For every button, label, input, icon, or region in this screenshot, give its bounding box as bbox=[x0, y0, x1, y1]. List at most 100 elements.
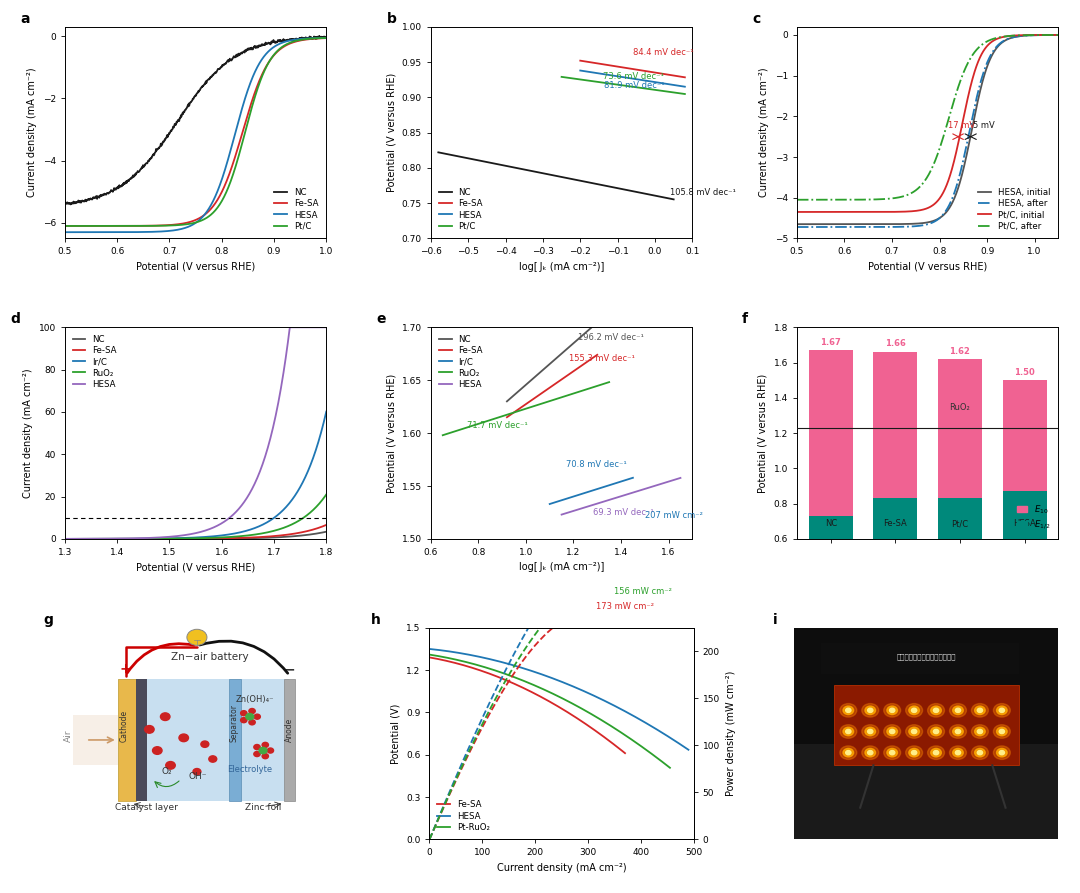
Text: b: b bbox=[387, 12, 396, 26]
Circle shape bbox=[949, 725, 967, 739]
HESA, initial bbox=[966, 126, 978, 137]
Fe-SA bbox=[213, 192, 226, 203]
Text: c: c bbox=[753, 12, 760, 26]
Text: 73.6 mV dec⁻¹: 73.6 mV dec⁻¹ bbox=[603, 72, 663, 81]
Circle shape bbox=[259, 747, 267, 754]
Circle shape bbox=[906, 704, 922, 717]
Circle shape bbox=[933, 708, 939, 713]
HESA bbox=[233, 113, 246, 123]
Circle shape bbox=[928, 746, 945, 759]
Fe-SA bbox=[320, 33, 333, 44]
Pt-RuO₂ bbox=[660, 760, 673, 771]
Text: Anode: Anode bbox=[285, 718, 294, 742]
Circle shape bbox=[843, 748, 853, 757]
Circle shape bbox=[953, 706, 963, 714]
HESA bbox=[255, 462, 268, 472]
HESA bbox=[177, 530, 190, 540]
Circle shape bbox=[187, 630, 207, 646]
Text: Zn(OH)₄⁻: Zn(OH)₄⁻ bbox=[235, 695, 274, 704]
Fe-SA bbox=[320, 520, 333, 530]
HESA bbox=[255, 54, 268, 65]
NC bbox=[105, 533, 118, 544]
Circle shape bbox=[890, 730, 895, 734]
Line: NC: NC bbox=[65, 36, 326, 204]
Circle shape bbox=[867, 708, 873, 713]
Fe-SA bbox=[233, 532, 246, 543]
Bar bbox=[229, 679, 241, 801]
Circle shape bbox=[840, 725, 856, 739]
Pt/C, initial bbox=[945, 167, 958, 178]
Pt/C, after bbox=[1052, 29, 1065, 40]
Circle shape bbox=[208, 755, 217, 763]
HESA bbox=[233, 503, 246, 513]
Fe-SA bbox=[539, 694, 552, 705]
RuO₂ bbox=[213, 532, 226, 543]
Fe-SA bbox=[58, 221, 71, 231]
Circle shape bbox=[933, 750, 939, 755]
Bar bbox=[874, 352, 917, 498]
Legend: HESA, initial, HESA, after, Pt/C, initial, Pt/C, after: HESA, initial, HESA, after, Pt/C, initia… bbox=[975, 185, 1054, 234]
NC bbox=[213, 533, 226, 544]
Circle shape bbox=[887, 706, 897, 714]
HESA bbox=[611, 702, 624, 713]
Circle shape bbox=[909, 706, 919, 714]
Circle shape bbox=[846, 708, 851, 713]
Circle shape bbox=[977, 730, 983, 734]
Text: 105.8 mV dec⁻¹: 105.8 mV dec⁻¹ bbox=[670, 188, 735, 196]
Circle shape bbox=[262, 754, 269, 759]
NC bbox=[177, 106, 190, 117]
Text: a: a bbox=[21, 12, 30, 26]
Fe-SA bbox=[255, 531, 268, 542]
Bar bbox=[939, 359, 982, 498]
RuO₂ bbox=[125, 533, 138, 544]
Text: Electrolyte: Electrolyte bbox=[227, 764, 272, 773]
Text: 0.73: 0.73 bbox=[821, 520, 841, 529]
Pt/C bbox=[255, 72, 268, 83]
Circle shape bbox=[883, 725, 901, 739]
Text: Separator: Separator bbox=[230, 704, 239, 742]
Circle shape bbox=[145, 726, 154, 733]
Pt/C bbox=[125, 221, 138, 231]
Pt/C, initial bbox=[791, 206, 804, 217]
Pt/C, after bbox=[791, 195, 804, 205]
X-axis label: log[ Jₖ (mA cm⁻²)]: log[ Jₖ (mA cm⁻²)] bbox=[518, 262, 605, 272]
Circle shape bbox=[906, 725, 922, 739]
Text: 5 mV: 5 mV bbox=[973, 121, 995, 129]
Text: h: h bbox=[372, 613, 381, 627]
Line: HESA, after: HESA, after bbox=[797, 35, 1058, 227]
Circle shape bbox=[974, 727, 985, 736]
Circle shape bbox=[241, 711, 247, 715]
Circle shape bbox=[862, 704, 879, 717]
Circle shape bbox=[999, 730, 1004, 734]
Circle shape bbox=[909, 748, 919, 757]
Circle shape bbox=[865, 706, 876, 714]
Legend: Fe-SA, HESA, Pt-RuO₂: Fe-SA, HESA, Pt-RuO₂ bbox=[434, 797, 494, 835]
Circle shape bbox=[887, 748, 897, 757]
Circle shape bbox=[956, 750, 960, 755]
Fe-SA bbox=[58, 533, 71, 544]
RuO₂ bbox=[233, 531, 246, 542]
Circle shape bbox=[994, 725, 1010, 739]
RuO₂ bbox=[58, 533, 71, 544]
Legend: NC, Fe-SA, Ir/C, RuO₂, HESA: NC, Fe-SA, Ir/C, RuO₂, HESA bbox=[69, 331, 120, 392]
Circle shape bbox=[254, 714, 260, 719]
Fe-SA bbox=[423, 652, 436, 663]
Circle shape bbox=[248, 708, 255, 714]
Ir/C bbox=[320, 406, 333, 417]
HESA bbox=[58, 533, 71, 544]
Circle shape bbox=[928, 704, 945, 717]
Circle shape bbox=[953, 727, 963, 736]
HESA, after bbox=[791, 221, 804, 232]
HESA, initial bbox=[945, 200, 958, 211]
Circle shape bbox=[999, 750, 1004, 755]
X-axis label: Potential (V versus RHE): Potential (V versus RHE) bbox=[136, 262, 255, 272]
HESA bbox=[455, 647, 468, 658]
Circle shape bbox=[254, 752, 260, 756]
Text: 1.66: 1.66 bbox=[885, 339, 906, 348]
Pt/C, initial bbox=[837, 206, 850, 217]
HESA bbox=[125, 533, 138, 544]
Circle shape bbox=[999, 708, 1004, 713]
Pt/C bbox=[233, 148, 246, 159]
NC bbox=[255, 532, 268, 543]
Circle shape bbox=[912, 750, 917, 755]
